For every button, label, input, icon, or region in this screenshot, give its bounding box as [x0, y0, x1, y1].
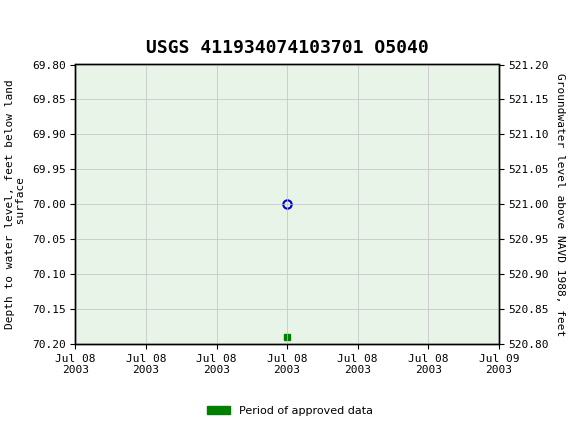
Legend: Period of approved data: Period of approved data — [203, 401, 377, 420]
Y-axis label: Depth to water level, feet below land
 surface: Depth to water level, feet below land su… — [5, 80, 26, 329]
Title: USGS 411934074103701 O5040: USGS 411934074103701 O5040 — [146, 40, 429, 57]
Text: ▒USGS: ▒USGS — [12, 10, 78, 35]
Y-axis label: Groundwater level above NAVD 1988, feet: Groundwater level above NAVD 1988, feet — [554, 73, 564, 336]
